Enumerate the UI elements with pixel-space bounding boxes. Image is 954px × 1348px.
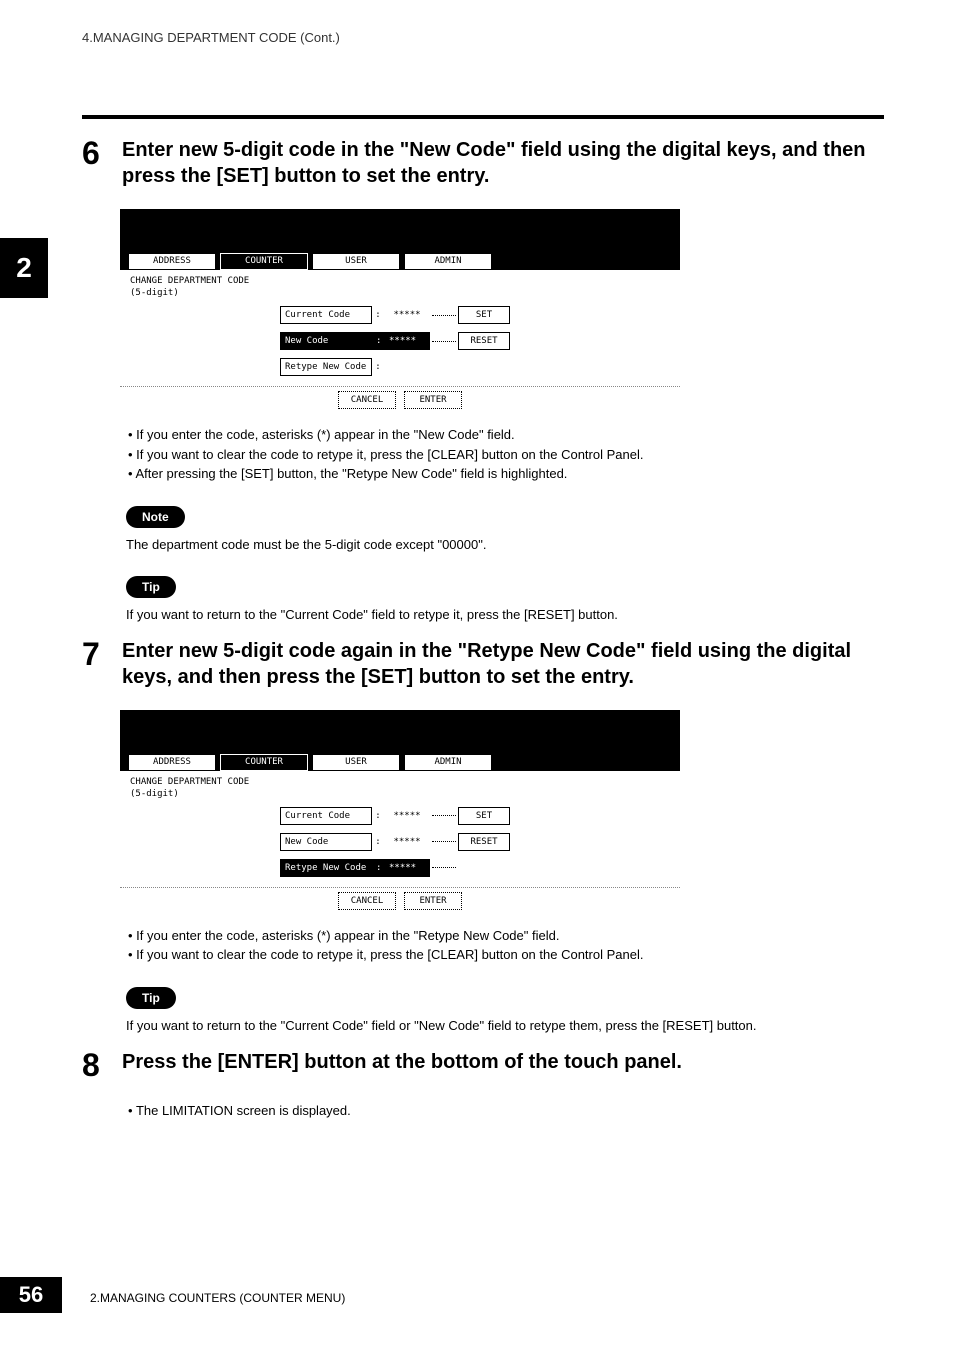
tip-text: If you want to return to the "Current Co…	[126, 606, 884, 624]
page-number: 56	[0, 1277, 62, 1313]
tab-address[interactable]: ADDRESS	[128, 253, 216, 270]
step-number: 6	[82, 137, 122, 169]
bullet: The LIMITATION screen is displayed.	[128, 1101, 884, 1121]
screen-subheading: (5-digit)	[130, 288, 670, 298]
footer-text: 2.MANAGING COUNTERS (COUNTER MENU)	[90, 1291, 884, 1313]
note-badge: Note	[126, 506, 185, 528]
tab-user[interactable]: USER	[312, 253, 400, 270]
set-button[interactable]: SET	[458, 807, 510, 825]
tab-counter[interactable]: COUNTER	[220, 253, 308, 270]
retype-code-label: Retype New Code	[280, 859, 372, 877]
step-number: 8	[82, 1049, 122, 1081]
screen-subheading: (5-digit)	[130, 789, 670, 799]
tab-address[interactable]: ADDRESS	[128, 754, 216, 771]
enter-button[interactable]: ENTER	[404, 391, 462, 409]
divider	[82, 115, 884, 119]
current-code-label: Current Code	[280, 306, 372, 324]
device-screenshot-1: ADDRESS COUNTER USER ADMIN CHANGE DEPART…	[120, 209, 680, 415]
chapter-tab: 2	[0, 238, 48, 298]
new-code-value: *****	[384, 837, 430, 847]
tab-admin[interactable]: ADMIN	[404, 754, 492, 771]
bullet: If you want to clear the code to retype …	[128, 945, 884, 965]
step7-bullets: If you enter the code, asterisks (*) app…	[128, 926, 884, 965]
tab-counter[interactable]: COUNTER	[220, 754, 308, 771]
tab-user[interactable]: USER	[312, 754, 400, 771]
set-button[interactable]: SET	[458, 306, 510, 324]
bullet: If you enter the code, asterisks (*) app…	[128, 425, 884, 445]
step-8: 8 Press the [ENTER] button at the bottom…	[82, 1049, 884, 1081]
cancel-button[interactable]: CANCEL	[338, 391, 396, 409]
current-code-value: *****	[384, 811, 430, 821]
new-code-label: New Code	[280, 833, 372, 851]
current-code-value: *****	[384, 310, 430, 320]
new-code-value: *****	[384, 332, 430, 350]
cancel-button[interactable]: CANCEL	[338, 892, 396, 910]
tip-badge: Tip	[126, 987, 176, 1009]
tab-admin[interactable]: ADMIN	[404, 253, 492, 270]
screen-heading: CHANGE DEPARTMENT CODE	[130, 777, 670, 787]
bullet: If you enter the code, asterisks (*) app…	[128, 926, 884, 946]
screen-heading: CHANGE DEPARTMENT CODE	[130, 276, 670, 286]
retype-code-value: *****	[384, 859, 430, 877]
reset-button[interactable]: RESET	[458, 833, 510, 851]
bullet: After pressing the [SET] button, the "Re…	[128, 464, 884, 484]
step6-bullets: If you enter the code, asterisks (*) app…	[128, 425, 884, 484]
retype-code-label: Retype New Code	[280, 358, 372, 376]
step-7: 7 Enter new 5-digit code again in the "R…	[82, 638, 884, 690]
device-screenshot-2: ADDRESS COUNTER USER ADMIN CHANGE DEPART…	[120, 710, 680, 916]
step-6: 6 Enter new 5-digit code in the "New Cod…	[82, 137, 884, 189]
reset-button[interactable]: RESET	[458, 332, 510, 350]
step-title: Press the [ENTER] button at the bottom o…	[122, 1049, 884, 1075]
step-title: Enter new 5-digit code in the "New Code"…	[122, 137, 884, 189]
current-code-label: Current Code	[280, 807, 372, 825]
step8-bullets: The LIMITATION screen is displayed.	[128, 1101, 884, 1121]
tip-text: If you want to return to the "Current Co…	[126, 1017, 884, 1035]
step-number: 7	[82, 638, 122, 670]
step-title: Enter new 5-digit code again in the "Ret…	[122, 638, 884, 690]
note-text: The department code must be the 5-digit …	[126, 536, 884, 554]
enter-button[interactable]: ENTER	[404, 892, 462, 910]
breadcrumb: 4.MANAGING DEPARTMENT CODE (Cont.)	[82, 30, 884, 115]
new-code-label: New Code	[280, 332, 372, 350]
tip-badge: Tip	[126, 576, 176, 598]
bullet: If you want to clear the code to retype …	[128, 445, 884, 465]
